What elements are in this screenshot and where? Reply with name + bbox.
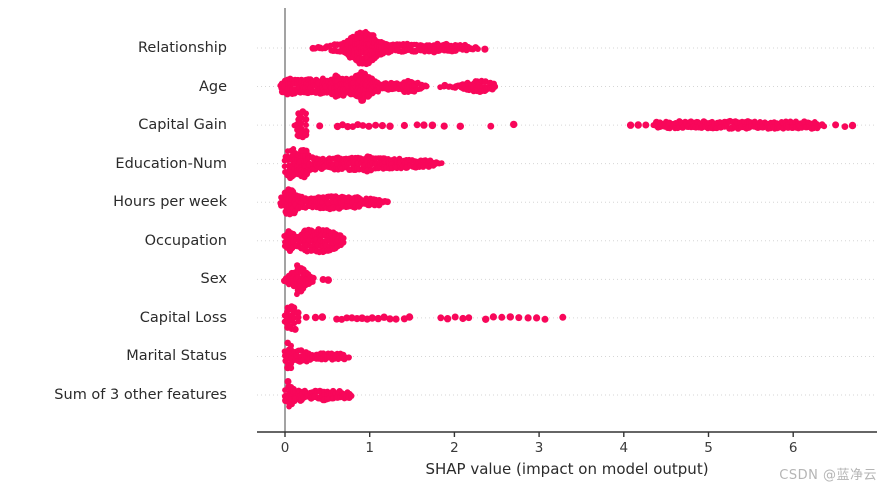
x-tick-label: 0 <box>280 440 290 456</box>
x-axis-title: SHAP value (impact on model output) <box>425 460 709 478</box>
feature-label-education-num: Education-Num <box>115 155 227 172</box>
feature-label-marital-status: Marital Status <box>126 348 227 365</box>
feature-label-occupation: Occupation <box>144 232 227 249</box>
x-tick-label: 1 <box>365 440 374 456</box>
feature-label-sum-other: Sum of 3 other features <box>54 387 227 404</box>
x-tick-label: 5 <box>704 440 713 456</box>
feature-label-capital-loss: Capital Loss <box>139 309 227 326</box>
feature-label-hours-per-week: Hours per week <box>113 194 227 211</box>
feature-label-relationship: Relationship <box>137 40 227 56</box>
feature-label-age: Age <box>198 78 227 95</box>
beeswarm-points <box>277 28 857 410</box>
gridlines <box>257 47 877 396</box>
feature-label-capital-gain: Capital Gain <box>138 117 227 134</box>
x-tick-label: 6 <box>788 440 798 456</box>
x-axis <box>257 431 877 437</box>
watermark: CSDN @蓝净云 <box>779 468 877 483</box>
x-tick-label: 4 <box>619 440 629 456</box>
x-tick-label: 3 <box>534 440 544 456</box>
x-tick-label: 2 <box>450 440 459 456</box>
feature-label-sex: Sex <box>200 271 227 288</box>
